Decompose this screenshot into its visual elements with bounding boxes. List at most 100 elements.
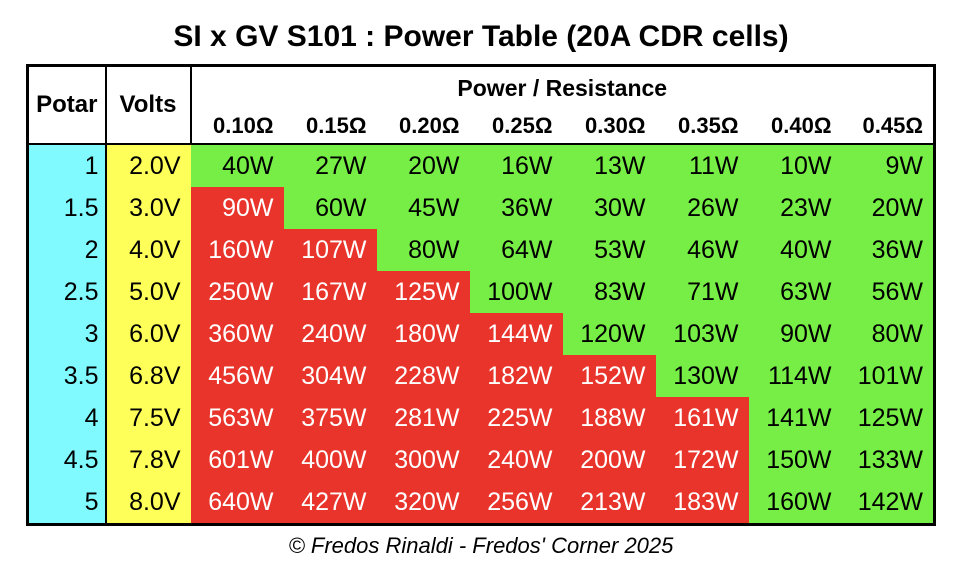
power-value: 71W xyxy=(655,271,749,313)
power-value: 11W xyxy=(655,144,749,187)
potar-value: 1 xyxy=(27,144,107,187)
power-value: 90W xyxy=(748,313,842,355)
volts-value: 7.5V xyxy=(105,397,191,439)
power-value: 213W xyxy=(562,481,656,525)
power-value: 20W xyxy=(376,144,470,187)
power-value: 80W xyxy=(376,229,470,271)
power-value: 640W xyxy=(190,481,284,525)
volts-value: 8.0V xyxy=(105,481,191,525)
power-value: 228W xyxy=(376,355,470,397)
power-value: 456W xyxy=(190,355,284,397)
power-value: 225W xyxy=(469,397,563,439)
power-value: 63W xyxy=(748,271,842,313)
table-row: 2 4.0V 160W 107W 80W 64W 53W 46W 40W 36W xyxy=(27,229,935,271)
volts-value: 4.0V xyxy=(105,229,191,271)
column-header-potar: Potar xyxy=(27,65,107,145)
volts-value: 6.0V xyxy=(105,313,191,355)
power-value: 240W xyxy=(469,439,563,481)
power-value: 150W xyxy=(748,439,842,481)
volts-value: 3.0V xyxy=(105,187,191,229)
column-header-volts: Volts xyxy=(105,65,192,145)
power-value: 45W xyxy=(376,187,470,229)
power-value: 26W xyxy=(655,187,749,229)
table-header: Potar Volts Power / Resistance 0.10Ω 0.1… xyxy=(27,65,935,145)
power-table-body: 1 2.0V 40W 27W 20W 16W 13W 11W 10W 9W 1.5 3.0V 90W 60… xyxy=(27,144,935,525)
power-value: 90W xyxy=(190,187,284,229)
power-value: 103W xyxy=(655,313,749,355)
potar-value: 4 xyxy=(27,397,107,439)
power-value: 427W xyxy=(283,481,377,525)
power-value: 16W xyxy=(469,144,563,187)
power-value: 80W xyxy=(841,313,935,355)
table-row: 4 7.5V 563W 375W 281W 225W 188W 161W 141W 125W xyxy=(27,397,935,439)
power-value: 125W xyxy=(841,397,935,439)
volts-value: 6.8V xyxy=(105,355,191,397)
power-value: 200W xyxy=(562,439,656,481)
power-value: 40W xyxy=(190,144,284,187)
power-value: 30W xyxy=(562,187,656,229)
resistance-header: 0.10Ω xyxy=(190,109,284,145)
power-value: 141W xyxy=(748,397,842,439)
power-value: 240W xyxy=(283,313,377,355)
power-value: 172W xyxy=(655,439,749,481)
resistance-header: 0.30Ω xyxy=(562,109,656,145)
resistance-header: 0.45Ω xyxy=(841,109,935,145)
power-value: 56W xyxy=(841,271,935,313)
power-value: 114W xyxy=(748,355,842,397)
potar-value: 5 xyxy=(27,481,107,525)
table-row: 3 6.0V 360W 240W 180W 144W 120W 103W 90W 80W xyxy=(27,313,935,355)
table-row: 4.5 7.8V 601W 400W 300W 240W 200W 172W 150W 133W xyxy=(27,439,935,481)
header-row-resistance: 0.10Ω 0.15Ω 0.20Ω 0.25Ω 0.30Ω 0.35Ω 0.40… xyxy=(28,109,935,145)
power-value: 563W xyxy=(190,397,284,439)
power-value: 300W xyxy=(376,439,470,481)
table-row: 1.5 3.0V 90W 60W 45W 36W 30W 26W 23W 20W xyxy=(27,187,935,229)
power-value: 133W xyxy=(841,439,935,481)
power-value: 400W xyxy=(283,439,377,481)
power-value: 304W xyxy=(283,355,377,397)
power-value: 188W xyxy=(562,397,656,439)
table-row: 5 8.0V 640W 427W 320W 256W 213W 183W 160W 142W xyxy=(27,481,935,525)
power-value: 320W xyxy=(376,481,470,525)
table-row: 3.5 6.8V 456W 304W 228W 182W 152W 130W 114W 101W xyxy=(27,355,935,397)
volts-value: 2.0V xyxy=(105,144,191,187)
potar-value: 1.5 xyxy=(27,187,107,229)
power-value: 601W xyxy=(190,439,284,481)
power-value: 125W xyxy=(376,271,470,313)
power-value: 281W xyxy=(376,397,470,439)
resistance-header: 0.40Ω xyxy=(748,109,842,145)
power-value: 20W xyxy=(841,187,935,229)
volts-value: 7.8V xyxy=(105,439,191,481)
power-value: 60W xyxy=(283,187,377,229)
table-row: 2.5 5.0V 250W 167W 125W 100W 83W 71W 63W 56W xyxy=(27,271,935,313)
power-value: 101W xyxy=(841,355,935,397)
power-value: 120W xyxy=(562,313,656,355)
potar-value: 2.5 xyxy=(27,271,107,313)
power-value: 36W xyxy=(469,187,563,229)
power-value: 107W xyxy=(283,229,377,271)
power-value: 64W xyxy=(469,229,563,271)
power-value: 375W xyxy=(283,397,377,439)
potar-value: 3 xyxy=(27,313,107,355)
power-value: 180W xyxy=(376,313,470,355)
power-value: 142W xyxy=(841,481,935,525)
header-row-top: Potar Volts Power / Resistance xyxy=(27,65,935,145)
power-value: 144W xyxy=(469,313,563,355)
power-value: 13W xyxy=(562,144,656,187)
potar-value: 2 xyxy=(27,229,107,271)
table-row: 1 2.0V 40W 27W 20W 16W 13W 11W 10W 9W xyxy=(27,144,935,187)
group-header-power-resistance: Power / Resistance xyxy=(190,65,935,109)
power-value: 40W xyxy=(748,229,842,271)
power-value: 9W xyxy=(841,144,935,187)
power-value: 250W xyxy=(190,271,284,313)
power-value: 83W xyxy=(562,271,656,313)
power-value: 10W xyxy=(748,144,842,187)
resistance-header: 0.15Ω xyxy=(283,109,377,145)
resistance-header: 0.20Ω xyxy=(376,109,470,145)
power-value: 53W xyxy=(562,229,656,271)
power-value: 256W xyxy=(469,481,563,525)
power-value: 23W xyxy=(748,187,842,229)
resistance-header: 0.25Ω xyxy=(469,109,563,145)
power-value: 360W xyxy=(190,313,284,355)
power-value: 160W xyxy=(190,229,284,271)
